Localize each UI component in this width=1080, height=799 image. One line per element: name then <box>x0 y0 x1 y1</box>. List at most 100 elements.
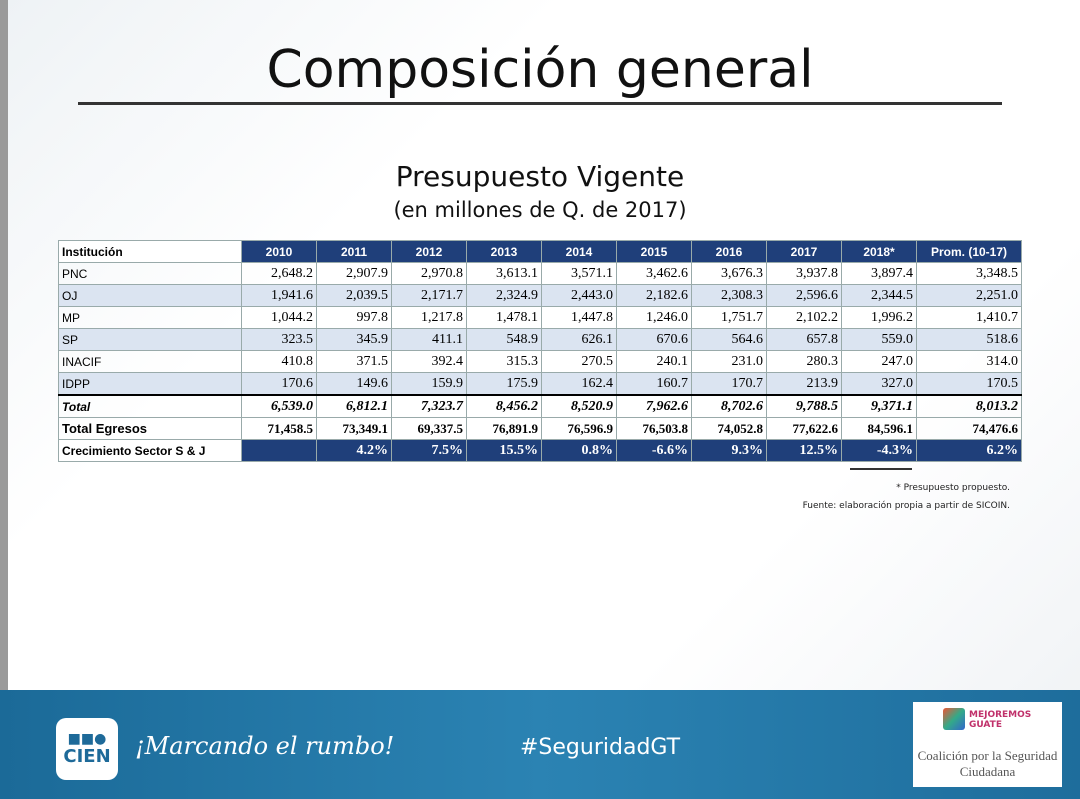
cell: 84,596.1 <box>841 417 917 440</box>
cell: 1,478.1 <box>466 306 542 329</box>
table-row: OJ 1,941.6 2,039.5 2,171.7 2,324.9 2,443.0 2,1… <box>58 284 1022 307</box>
footer-bar <box>0 690 1080 799</box>
column-header: 2015 <box>616 240 692 263</box>
cell: 247.0 <box>841 350 917 373</box>
footnote: * Presupuesto propuesto. <box>896 483 1010 493</box>
cell: 548.9 <box>466 328 542 351</box>
row-label: MP <box>58 306 242 329</box>
cell: 345.9 <box>316 328 392 351</box>
cell: 2,182.6 <box>616 284 692 307</box>
slogan: ¡Marcando el rumbo! <box>135 732 395 760</box>
logo-icon: ■■● <box>67 731 107 747</box>
cell: 7.5% <box>391 439 467 462</box>
cell: 314.0 <box>916 350 1022 373</box>
column-header: 2017 <box>766 240 842 263</box>
cell: 175.9 <box>466 372 542 396</box>
cell: 76,596.9 <box>541 417 617 440</box>
cell: 270.5 <box>541 350 617 373</box>
cell: -6.6% <box>616 439 692 462</box>
cell: 626.1 <box>541 328 617 351</box>
cell: 3,676.3 <box>691 262 767 285</box>
cell: 149.6 <box>316 372 392 396</box>
cell: 411.1 <box>391 328 467 351</box>
cell: 2,443.0 <box>541 284 617 307</box>
table-row: MP 1,044.2 997.8 1,217.8 1,478.1 1,447.8 1,246… <box>58 306 1022 329</box>
cell: 410.8 <box>241 350 317 373</box>
row-label: PNC <box>58 262 242 285</box>
cell: 1,044.2 <box>241 306 317 329</box>
cell: 3,613.1 <box>466 262 542 285</box>
cell: 162.4 <box>541 372 617 396</box>
cell: 315.3 <box>466 350 542 373</box>
cell: 3,348.5 <box>916 262 1022 285</box>
partner-logo: MEJOREMOS GUATE Coalición por la Segurid… <box>913 702 1062 787</box>
left-border <box>0 0 8 799</box>
cell: 1,410.7 <box>916 306 1022 329</box>
cell: 371.5 <box>316 350 392 373</box>
cell: 2,907.9 <box>316 262 392 285</box>
cell: 2,171.7 <box>391 284 467 307</box>
table-row: Total Egresos 71,458.5 73,349.1 69,337.5 76,… <box>58 417 1022 440</box>
cell: 8,013.2 <box>916 394 1022 418</box>
table-row: IDPP 170.6 149.6 159.9 175.9 162.4 160.7 170.7 2… <box>58 372 1022 396</box>
cell: 170.5 <box>916 372 1022 396</box>
cell: 2,596.6 <box>766 284 842 307</box>
column-header: 2012 <box>391 240 467 263</box>
cell: 1,246.0 <box>616 306 692 329</box>
cell: 280.3 <box>766 350 842 373</box>
cell: 213.9 <box>766 372 842 396</box>
cell: 7,962.6 <box>616 394 692 418</box>
cell: 327.0 <box>841 372 917 396</box>
cell: 9,371.1 <box>841 394 917 418</box>
table-subtitle: (en millones de Q. de 2017) <box>393 198 687 222</box>
cell: 9.3% <box>691 439 767 462</box>
cell: 6.2% <box>916 439 1022 462</box>
partner-icon <box>943 708 965 730</box>
cell: 9,788.5 <box>766 394 842 418</box>
cell: 564.6 <box>691 328 767 351</box>
table-row: Crecimiento Sector S & J 4.2% 7.5% 15.5% 0.8… <box>58 439 1022 462</box>
cell: 160.7 <box>616 372 692 396</box>
cell: 6,539.0 <box>241 394 317 418</box>
cell: 3,462.6 <box>616 262 692 285</box>
cell: 0.8% <box>541 439 617 462</box>
slide-title: Composición general <box>266 40 814 100</box>
column-header: 2010 <box>241 240 317 263</box>
row-label: Total <box>58 394 242 418</box>
partner-logo-text: MEJOREMOS GUATE <box>969 710 1032 730</box>
cell: 392.4 <box>391 350 467 373</box>
cell: 2,308.3 <box>691 284 767 307</box>
cien-logo: ■■● CIEN <box>56 718 118 780</box>
cell: 170.7 <box>691 372 767 396</box>
cell: 3,937.8 <box>766 262 842 285</box>
column-header: 2013 <box>466 240 542 263</box>
cell: 6,812.1 <box>316 394 392 418</box>
cell: 74,052.8 <box>691 417 767 440</box>
cell: 2,648.2 <box>241 262 317 285</box>
cell: 1,447.8 <box>541 306 617 329</box>
cell: 73,349.1 <box>316 417 392 440</box>
cell: -4.3% <box>841 439 917 462</box>
cell: 76,891.9 <box>466 417 542 440</box>
cell: 1,217.8 <box>391 306 467 329</box>
column-header: Institución <box>58 240 242 263</box>
cell: 2,344.5 <box>841 284 917 307</box>
cell: 997.8 <box>316 306 392 329</box>
cell: 74,476.6 <box>916 417 1022 440</box>
source-note: Fuente: elaboración propia a partir de S… <box>802 501 1010 511</box>
table-row: INACIF 410.8 371.5 392.4 315.3 270.5 240.1 231.… <box>58 350 1022 373</box>
cell: 1,996.2 <box>841 306 917 329</box>
cell: 7,323.7 <box>391 394 467 418</box>
column-header: Prom. (10-17) <box>916 240 1022 263</box>
cell: 2,102.2 <box>766 306 842 329</box>
cell: 3,897.4 <box>841 262 917 285</box>
row-label: Total Egresos <box>58 417 242 440</box>
cell: 71,458.5 <box>241 417 317 440</box>
column-header: 2011 <box>316 240 392 263</box>
cell: 670.6 <box>616 328 692 351</box>
cell: 8,702.6 <box>691 394 767 418</box>
hashtag: #SeguridadGT <box>520 735 681 760</box>
cell: 77,622.6 <box>766 417 842 440</box>
table-row: PNC 2,648.2 2,907.9 2,970.8 3,613.1 3,571.1 3,… <box>58 262 1022 285</box>
